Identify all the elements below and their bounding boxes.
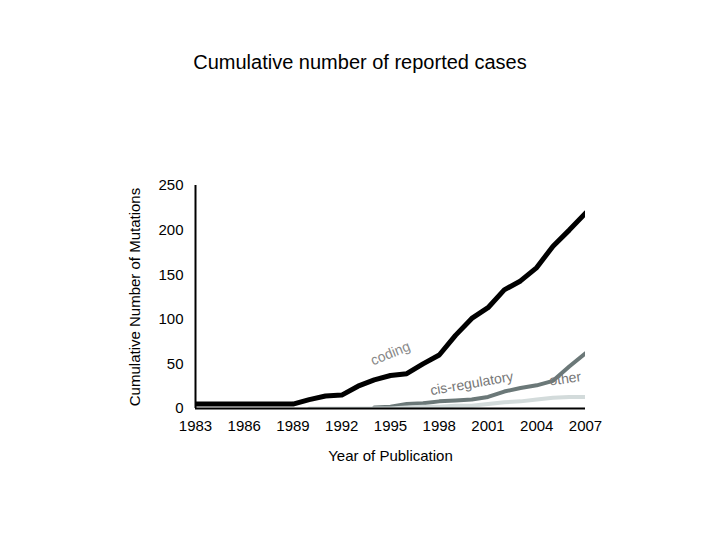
- svg-text:1983: 1983: [179, 417, 212, 434]
- svg-text:150: 150: [158, 266, 183, 283]
- svg-text:coding: coding: [368, 338, 412, 368]
- svg-text:1998: 1998: [423, 417, 456, 434]
- svg-text:1986: 1986: [228, 417, 261, 434]
- svg-text:cis-regulatory: cis-regulatory: [429, 368, 515, 398]
- svg-text:2001: 2001: [471, 417, 504, 434]
- svg-text:Cumulative Number of Mutations: Cumulative Number of Mutations: [126, 188, 143, 406]
- svg-text:200: 200: [158, 221, 183, 238]
- svg-text:Year of Publication: Year of Publication: [328, 447, 453, 464]
- svg-text:1995: 1995: [374, 417, 407, 434]
- svg-text:2004: 2004: [520, 417, 553, 434]
- svg-text:1992: 1992: [325, 417, 358, 434]
- svg-text:2007: 2007: [569, 417, 602, 434]
- svg-text:100: 100: [158, 310, 183, 327]
- html-text:Cumulative number of reported: Cumulative number of reported cases: [193, 51, 527, 73]
- svg-text:1989: 1989: [276, 417, 309, 434]
- svg-text:0: 0: [175, 399, 183, 416]
- svg-text:other: other: [548, 368, 582, 388]
- svg-text:50: 50: [167, 355, 184, 372]
- svg-text:250: 250: [158, 176, 183, 193]
